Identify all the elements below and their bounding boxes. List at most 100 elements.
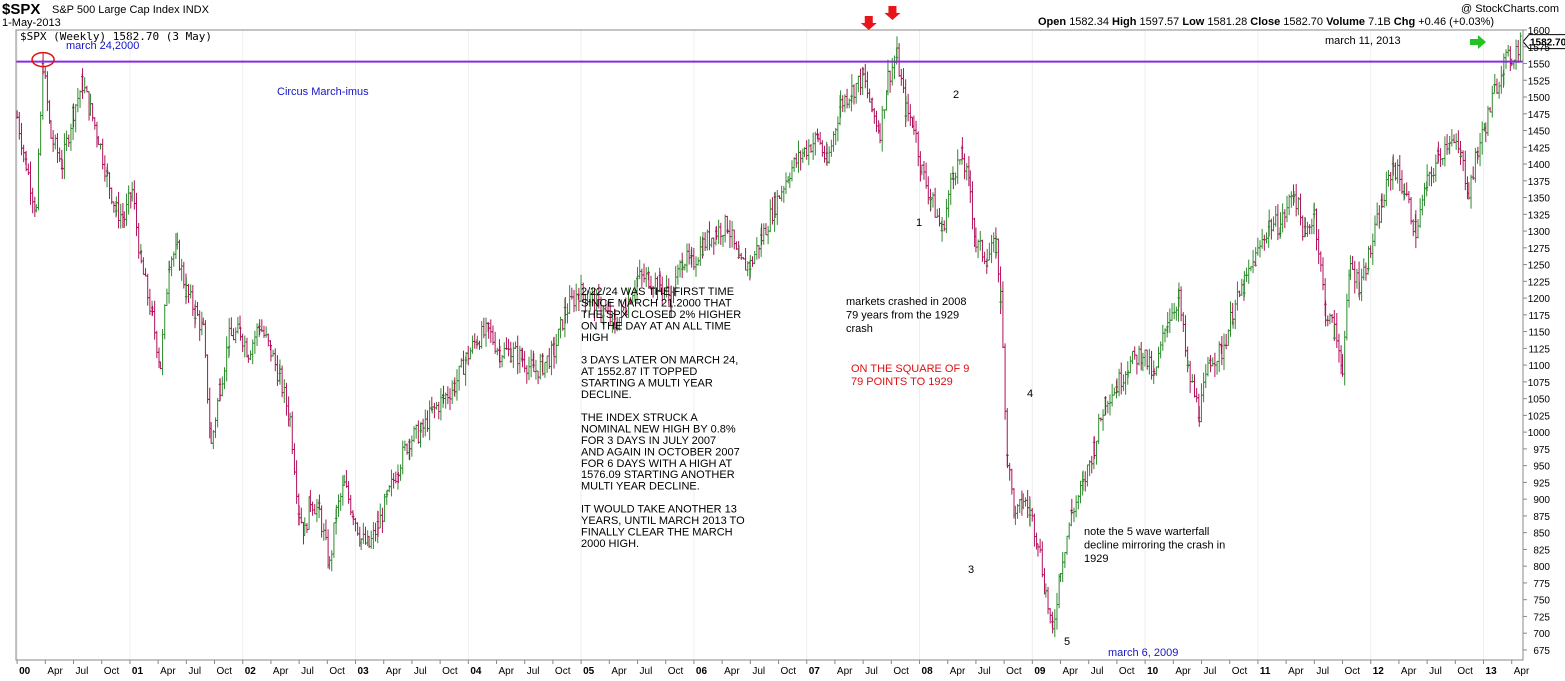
x-tick-label: Oct: [781, 666, 797, 677]
annotation-main-text: 1576.09 STARTING ANOTHER: [581, 469, 735, 481]
x-tick-label: Jul: [640, 666, 653, 677]
y-tick-label: 1050: [1528, 395, 1551, 406]
y-tick-label: 1475: [1528, 110, 1551, 121]
annotation-crash-text: markets crashed in 2008: [846, 296, 966, 308]
annotation-main-text: HIGH: [581, 332, 609, 344]
x-tick-label: 03: [358, 666, 370, 677]
wave-label-2: 2: [953, 89, 959, 101]
x-tick-label: Apr: [1175, 666, 1191, 677]
close-value: 1582.70: [1283, 16, 1324, 28]
y-tick-label: 850: [1533, 529, 1550, 540]
x-tick-label: Oct: [1232, 666, 1248, 677]
y-tick-label: 1150: [1528, 328, 1550, 339]
x-tick-label: Apr: [1514, 666, 1530, 677]
x-tick-label: Apr: [1288, 666, 1304, 677]
march-2000-circle: [31, 51, 55, 68]
x-tick-label: Apr: [837, 666, 853, 677]
index-name: S&P 500 Large Cap Index INDX: [52, 4, 209, 16]
series-legend: $SPX (Weekly) 1582.70 (3 May): [20, 30, 213, 43]
y-tick-label: 775: [1533, 579, 1550, 590]
annotation-square-text: ON THE SQUARE OF 9: [851, 363, 969, 375]
x-tick-label: Oct: [217, 666, 233, 677]
chg-label: Chg: [1393, 16, 1416, 28]
y-tick-label: 900: [1533, 495, 1550, 506]
close-label: Close: [1250, 16, 1281, 28]
open-value: 1582.34: [1069, 16, 1109, 28]
y-tick-label: 1025: [1528, 411, 1551, 422]
x-tick-label: Jul: [1316, 666, 1329, 677]
x-tick-label: Oct: [1119, 666, 1135, 677]
x-tick-label: Apr: [1401, 666, 1417, 677]
annotation-main-text: IT WOULD TAKE ANOTHER 13: [581, 504, 737, 516]
annotation-main-text: MULTI YEAR DECLINE.: [581, 481, 700, 493]
y-tick-label: 1125: [1528, 344, 1550, 355]
y-tick-label: 1525: [1528, 76, 1551, 87]
x-tick-label: Apr: [499, 666, 515, 677]
y-tick-label: 1300: [1528, 227, 1551, 238]
chart-date: 1-May-2013: [2, 17, 61, 29]
x-tick-label: Jul: [1429, 666, 1442, 677]
annotation-wave-text: 1929: [1084, 553, 1108, 565]
y-tick-label: 1425: [1528, 143, 1551, 154]
annotation-march-2000: march 24,2000: [66, 40, 139, 52]
y-tick-label: 1550: [1528, 60, 1551, 71]
x-tick-label: Jul: [978, 666, 991, 677]
annotation-crash-text: crash: [846, 323, 873, 335]
high-label: High: [1112, 16, 1137, 28]
y-tick-label: 1450: [1528, 127, 1551, 138]
right-arrow-icon: [1469, 35, 1486, 49]
x-tick-label: 01: [132, 666, 144, 677]
y-tick-label: 1000: [1528, 428, 1551, 439]
annotation-main-text: ON THE DAY AT AN ALL TIME: [581, 320, 731, 332]
x-tick-label: Jul: [752, 666, 765, 677]
x-tick-label: Jul: [188, 666, 201, 677]
annotation-main-text: DECLINE.: [581, 389, 632, 401]
wave-label-4: 4: [1027, 388, 1033, 400]
wave-label-3: 3: [968, 564, 974, 576]
y-tick-label: 1250: [1528, 261, 1551, 272]
x-tick-label: 13: [1486, 666, 1498, 677]
volume-label: Volume: [1326, 16, 1366, 28]
x-tick-label: 11: [1260, 666, 1271, 677]
down-arrow-icon: [884, 6, 901, 20]
x-tick-label: Apr: [724, 666, 740, 677]
low-label: Low: [1182, 16, 1205, 28]
x-tick-label: Oct: [329, 666, 345, 677]
y-tick-label: 725: [1533, 612, 1550, 623]
x-tick-label: 05: [583, 666, 595, 677]
x-tick-label: 06: [696, 666, 708, 677]
annotation-square-text: 79 POINTS TO 1929: [851, 376, 953, 388]
x-tick-label: 07: [809, 666, 821, 677]
x-tick-label: Oct: [1345, 666, 1361, 677]
y-tick-label: 1350: [1528, 194, 1551, 205]
y-tick-label: 1600: [1528, 26, 1551, 37]
plot-frame: [15, 29, 1524, 661]
x-tick-label: Oct: [1457, 666, 1473, 677]
x-tick-label: Apr: [47, 666, 63, 677]
y-tick-label: 1575: [1528, 43, 1551, 54]
x-tick-label: 08: [922, 666, 934, 677]
annotation-crash-text: 79 years from the 1929: [846, 310, 959, 322]
annotation-main-text: SINCE MARCH 21.2000 THAT: [581, 297, 732, 309]
y-tick-label: 825: [1533, 545, 1550, 556]
ohlc-summary: Open 1582.34 High 1597.57 Low 1581.28 Cl…: [1038, 16, 1494, 28]
chg-value: +0.46 (+0.03%): [1418, 16, 1495, 28]
x-tick-label: Jul: [76, 666, 89, 677]
x-tick-label: Jul: [414, 666, 427, 677]
stockcharts-brand: @ StockCharts.com: [1461, 3, 1559, 15]
y-tick-label: 1325: [1528, 210, 1551, 221]
x-tick-label: 09: [1034, 666, 1046, 677]
x-tick-label: Oct: [442, 666, 458, 677]
x-tick-label: Jul: [1204, 666, 1217, 677]
x-tick-label: Jul: [527, 666, 540, 677]
x-tick-label: Apr: [1063, 666, 1079, 677]
annotation-main-text: AND AGAIN IN OCTOBER 2007: [581, 446, 740, 458]
x-tick-label: Oct: [668, 666, 684, 677]
x-tick-label: 02: [245, 666, 257, 677]
low-value: 1581.28: [1207, 16, 1248, 28]
open-label: Open: [1038, 16, 1067, 28]
y-tick-label: 1075: [1528, 378, 1551, 389]
x-tick-label: 04: [470, 666, 482, 677]
